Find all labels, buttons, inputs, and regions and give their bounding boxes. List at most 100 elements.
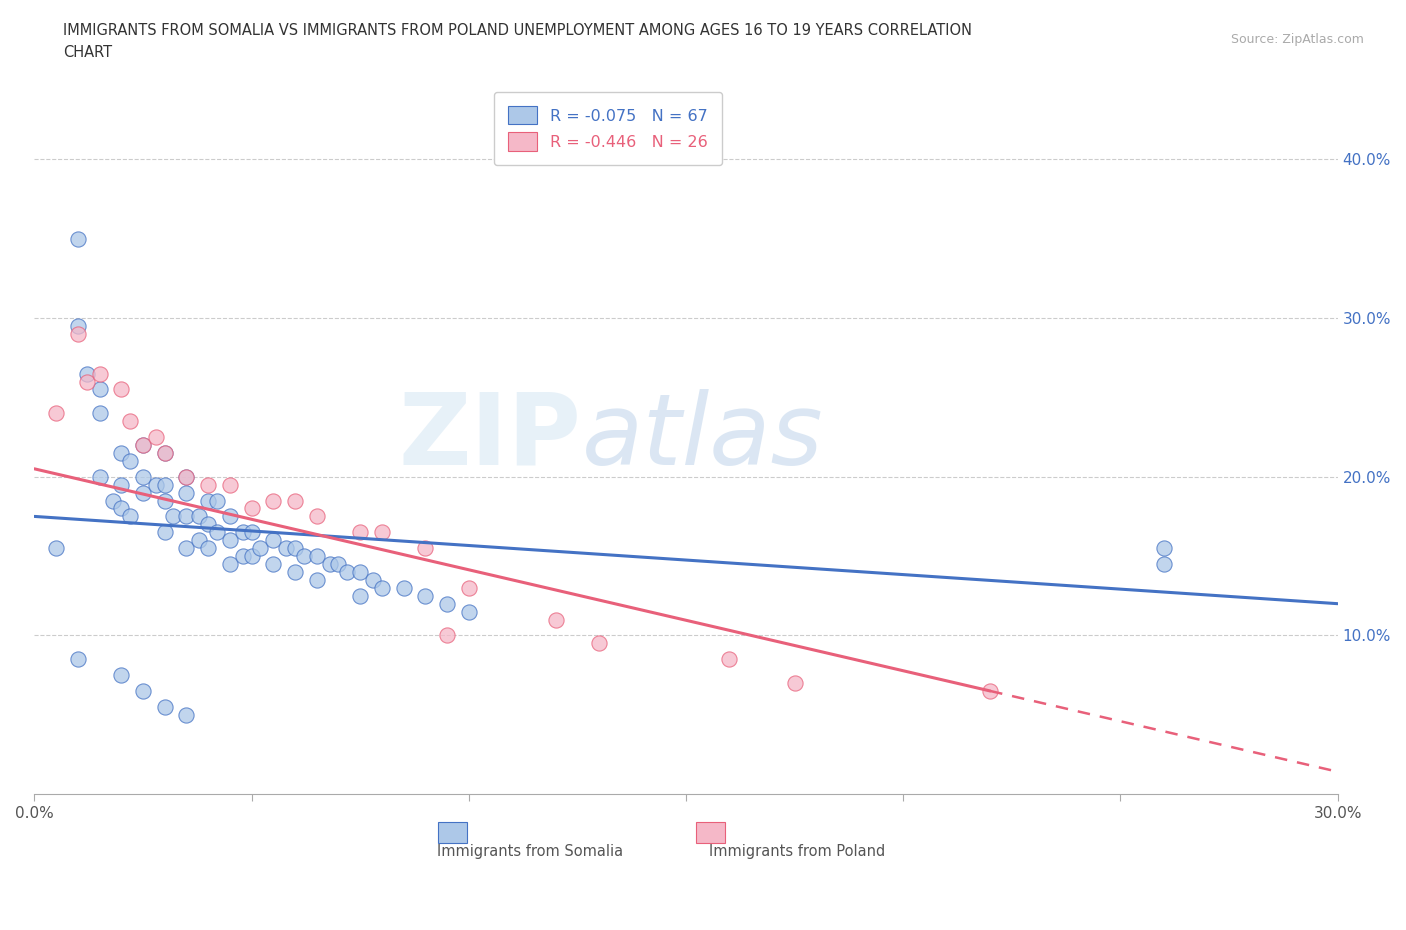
Point — [292, 549, 315, 564]
Point — [110, 445, 132, 460]
Point — [457, 604, 479, 619]
Point — [89, 470, 111, 485]
Point — [197, 517, 219, 532]
Point — [132, 438, 155, 453]
Text: atlas: atlas — [582, 389, 824, 485]
Point — [145, 477, 167, 492]
Point — [284, 540, 307, 555]
Point — [132, 684, 155, 698]
Point — [232, 525, 254, 539]
Point — [176, 485, 198, 500]
Point — [176, 470, 198, 485]
Point — [66, 326, 89, 341]
Point — [392, 580, 415, 595]
Point — [979, 684, 1001, 698]
Point — [349, 565, 371, 579]
Point — [76, 366, 98, 381]
Point — [153, 493, 176, 508]
Point — [153, 477, 176, 492]
Point — [101, 493, 124, 508]
Point — [305, 573, 328, 588]
Point — [262, 556, 284, 571]
Point — [197, 477, 219, 492]
Point — [110, 477, 132, 492]
Point — [176, 470, 198, 485]
Point — [276, 540, 298, 555]
Point — [218, 477, 240, 492]
Point — [371, 580, 394, 595]
Point — [110, 501, 132, 516]
Point — [1153, 556, 1175, 571]
Point — [188, 509, 211, 524]
Point — [176, 708, 198, 723]
Point — [89, 405, 111, 420]
Text: ZIP: ZIP — [399, 389, 582, 485]
Point — [145, 430, 167, 445]
Text: Immigrants from Somalia: Immigrants from Somalia — [436, 844, 623, 859]
Point — [45, 540, 67, 555]
Point — [197, 540, 219, 555]
Legend: R = -0.075   N = 67, R = -0.446   N = 26: R = -0.075 N = 67, R = -0.446 N = 26 — [494, 92, 721, 166]
Point — [457, 580, 479, 595]
Point — [544, 612, 567, 627]
Point — [336, 565, 359, 579]
FancyBboxPatch shape — [439, 822, 467, 843]
Point — [249, 540, 271, 555]
Point — [415, 540, 437, 555]
Point — [240, 525, 263, 539]
Text: Source: ZipAtlas.com: Source: ZipAtlas.com — [1230, 33, 1364, 46]
Point — [118, 454, 141, 469]
Point — [240, 501, 263, 516]
Point — [305, 549, 328, 564]
Point — [436, 628, 458, 643]
Point — [66, 232, 89, 246]
Point — [218, 533, 240, 548]
Point — [153, 445, 176, 460]
Point — [262, 533, 284, 548]
Text: Immigrants from Poland: Immigrants from Poland — [709, 844, 884, 859]
Point — [240, 549, 263, 564]
Point — [66, 319, 89, 334]
Point — [118, 414, 141, 429]
Point — [205, 493, 228, 508]
Point — [162, 509, 184, 524]
Point — [349, 525, 371, 539]
Point — [89, 366, 111, 381]
Point — [153, 699, 176, 714]
Point — [415, 589, 437, 604]
Point — [110, 668, 132, 683]
Point — [118, 509, 141, 524]
Point — [319, 556, 342, 571]
Point — [132, 470, 155, 485]
Point — [153, 525, 176, 539]
Text: IMMIGRANTS FROM SOMALIA VS IMMIGRANTS FROM POLAND UNEMPLOYMENT AMONG AGES 16 TO : IMMIGRANTS FROM SOMALIA VS IMMIGRANTS FR… — [63, 23, 973, 38]
Point — [718, 652, 741, 667]
Point — [361, 573, 384, 588]
Point — [349, 589, 371, 604]
Point — [436, 596, 458, 611]
Point — [284, 565, 307, 579]
Point — [45, 405, 67, 420]
FancyBboxPatch shape — [696, 822, 725, 843]
Point — [153, 445, 176, 460]
Point — [176, 509, 198, 524]
Point — [110, 382, 132, 397]
Point — [262, 493, 284, 508]
Point — [588, 636, 610, 651]
Point — [371, 525, 394, 539]
Point — [783, 675, 806, 690]
Point — [188, 533, 211, 548]
Point — [89, 382, 111, 397]
Point — [218, 556, 240, 571]
Point — [232, 549, 254, 564]
Point — [132, 485, 155, 500]
Point — [1153, 540, 1175, 555]
Point — [218, 509, 240, 524]
Point — [284, 493, 307, 508]
Point — [132, 438, 155, 453]
Point — [197, 493, 219, 508]
Point — [205, 525, 228, 539]
Text: CHART: CHART — [63, 45, 112, 60]
Point — [76, 374, 98, 389]
Point — [328, 556, 350, 571]
